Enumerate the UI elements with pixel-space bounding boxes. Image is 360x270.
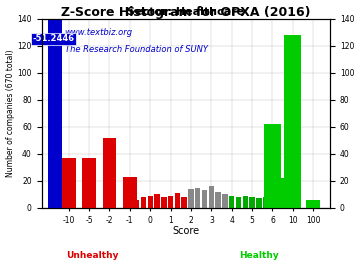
Bar <box>134 200 139 208</box>
Bar <box>215 192 221 208</box>
Bar <box>175 193 180 208</box>
Bar <box>263 197 269 208</box>
Bar <box>264 124 281 208</box>
Text: Sector: Healthcare: Sector: Healthcare <box>127 7 244 17</box>
Bar <box>222 194 228 208</box>
Bar <box>256 198 262 208</box>
Bar <box>168 196 173 208</box>
Bar <box>141 197 146 208</box>
Bar <box>209 186 214 208</box>
Bar <box>188 189 194 208</box>
Bar <box>243 196 248 208</box>
Bar <box>62 158 76 208</box>
Bar <box>48 19 62 208</box>
Text: www.textbiz.org: www.textbiz.org <box>65 28 133 37</box>
Bar <box>202 190 207 208</box>
Bar <box>161 197 167 208</box>
Bar <box>229 196 234 208</box>
Text: The Research Foundation of SUNY: The Research Foundation of SUNY <box>65 45 208 54</box>
Bar <box>195 188 201 208</box>
Text: Unhealthy: Unhealthy <box>66 251 119 260</box>
Text: Healthy: Healthy <box>239 251 279 260</box>
Bar <box>154 194 160 208</box>
Bar <box>284 35 301 208</box>
Bar <box>236 197 241 208</box>
X-axis label: Score: Score <box>172 226 199 236</box>
Bar <box>148 196 153 208</box>
Y-axis label: Number of companies (670 total): Number of companies (670 total) <box>5 49 14 177</box>
Bar <box>82 158 96 208</box>
Bar <box>123 177 137 208</box>
Title: Z-Score Histogram for OPXA (2016): Z-Score Histogram for OPXA (2016) <box>61 6 311 19</box>
Bar <box>306 200 320 208</box>
Bar <box>280 178 285 208</box>
Bar <box>249 197 255 208</box>
Bar <box>103 138 116 208</box>
Text: -51.2446: -51.2446 <box>33 34 75 43</box>
Bar <box>181 197 187 208</box>
